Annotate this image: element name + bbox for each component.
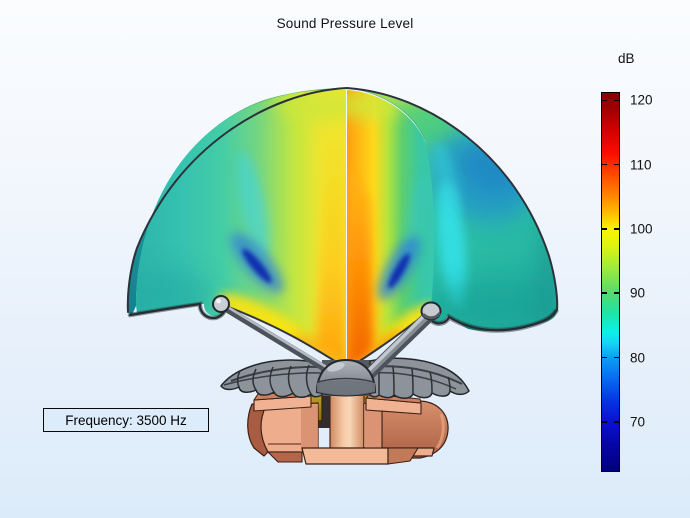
magnet-assembly [247,386,449,465]
surround-roll [212,295,230,313]
cone-cut-edges [212,295,442,386]
page-title: Sound Pressure Level [276,16,414,31]
dome-left-cut-face [136,89,346,368]
dust-cap [315,358,377,397]
frequency-annotation: Frequency: 3500 Hz [43,408,209,432]
frequency-annotation-label: Frequency: 3500 Hz [65,412,187,428]
